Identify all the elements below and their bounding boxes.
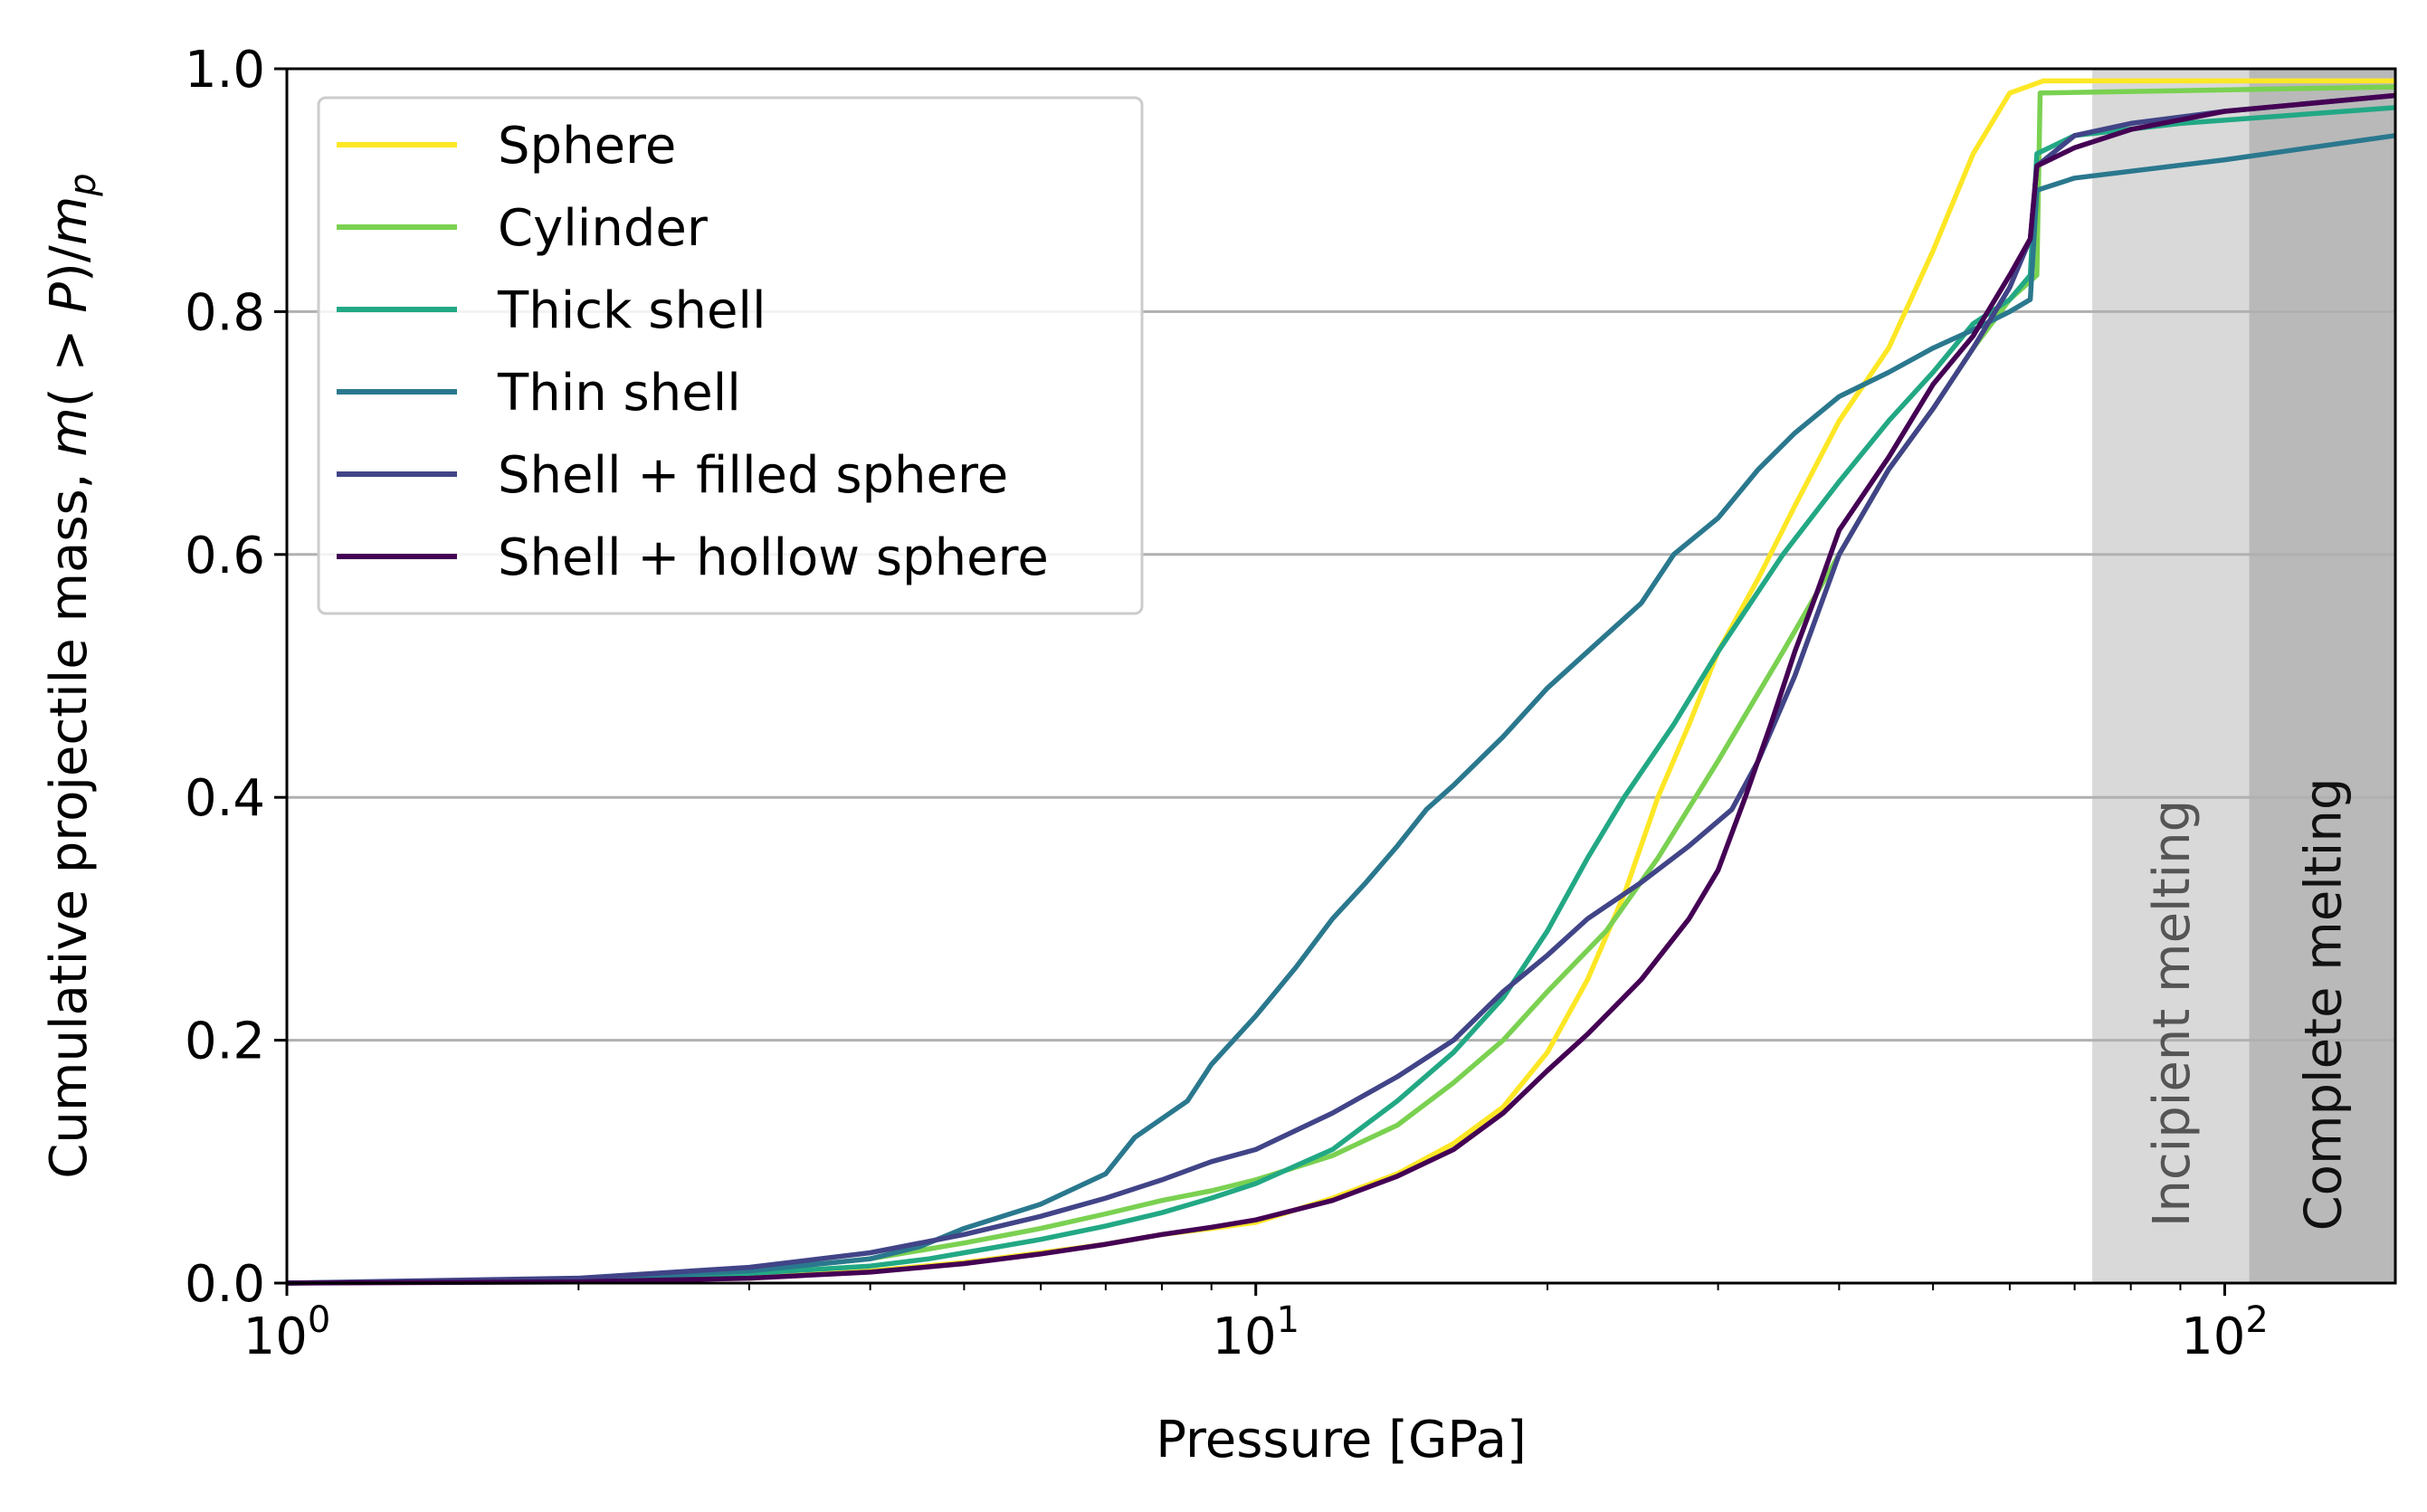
y-tick-label: 0.6: [185, 527, 265, 585]
y-axis-label-mid: ( >: [40, 313, 99, 407]
y-tick-label: 0.0: [185, 1255, 265, 1314]
y-tick-label: 0.4: [185, 769, 265, 828]
series-lines: [286, 78, 2396, 1286]
y-axis-label-prefix: Cumulative projectile mass,: [40, 457, 99, 1179]
y-tick-label: 0.2: [185, 1013, 265, 1071]
x-tick-label: 100: [243, 1299, 331, 1366]
band-complete-melting: [2249, 69, 2395, 1283]
legend: Sphere Cylinder Thick shell Thin shell Shell…: [317, 96, 1144, 615]
band-labels: Incipient melting Complete melting: [2143, 778, 2353, 1231]
plot-frame: [285, 67, 2397, 1285]
legend-label: Sphere: [498, 117, 676, 176]
legend-item: Thin shell: [337, 364, 741, 423]
legend-item: Sphere: [337, 117, 676, 176]
band-incipient-melting: [2092, 69, 2250, 1283]
y-axis-label-m: m: [40, 407, 99, 457]
y-axis-label-sub: p: [62, 173, 104, 196]
legend-item: Shell + filled sphere: [337, 446, 1008, 505]
legend-item: Thick shell: [337, 281, 766, 340]
legend-label: Thin shell: [497, 364, 741, 423]
band-label-complete: Complete melting: [2294, 778, 2353, 1231]
legend-item: Shell + hollow sphere: [337, 528, 1049, 587]
y-tick-label: 0.8: [185, 283, 265, 342]
x-tick-label: 101: [1212, 1299, 1299, 1366]
y-tick-label: 1.0: [185, 41, 265, 100]
x-tick-label: 102: [2181, 1299, 2269, 1366]
legend-label: Thick shell: [497, 281, 766, 340]
y-axis-label-m2: m: [40, 196, 99, 246]
legend-box: [317, 96, 1144, 615]
legend-label: Shell + filled sphere: [498, 446, 1008, 505]
y-axis-ticks: 0.0 0.2 0.4 0.6 0.8 1.0: [185, 41, 287, 1314]
y-axis-label: Cumulative projectile mass, m( > P)/mp: [40, 173, 104, 1178]
melting-bands: [2092, 69, 2395, 1283]
legend-label: Shell + hollow sphere: [498, 528, 1049, 587]
y-axis-label-p: P: [40, 282, 99, 313]
x-axis-label: Pressure [GPa]: [1156, 1411, 1527, 1469]
series-thick-shell: [286, 105, 2396, 1286]
y-axis-label-end: )/: [40, 245, 99, 282]
legend-item: Cylinder: [337, 199, 709, 258]
band-label-incipient: Incipient melting: [2143, 800, 2202, 1227]
legend-label: Cylinder: [498, 199, 709, 258]
series-shell-hollow-sphere: [286, 92, 2396, 1286]
x-axis-ticks: 100 101 102: [243, 1283, 2269, 1366]
